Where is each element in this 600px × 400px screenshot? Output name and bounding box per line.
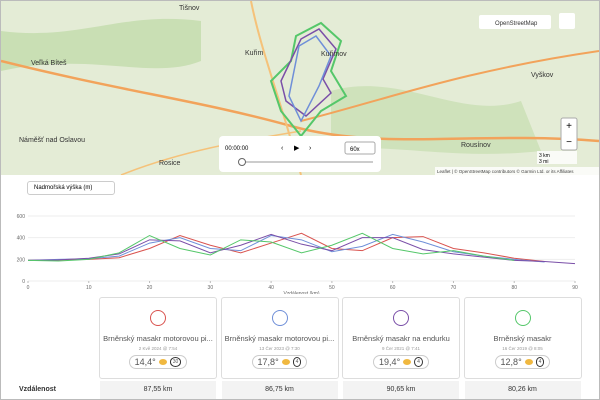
layer-label: OpenStreetMap xyxy=(495,21,538,27)
comparison-card: Brněnský masakr 16 Čer 2019 @ 8:05 12,8° 4 xyxy=(463,297,582,379)
card-title: Brněnský masakr na endurku xyxy=(352,334,450,343)
x-tick-label: 50 xyxy=(329,285,335,291)
map-label: Náměšť nad Oslavou xyxy=(19,137,85,144)
y-tick-label: 200 xyxy=(17,257,26,263)
comparison-card: Brněnský masakr motorovou pi... 13 Čer 20… xyxy=(220,297,339,379)
weather: 19,4° 4 xyxy=(373,355,429,369)
card-date: 2 Kvě 2024 @ 7:54 xyxy=(138,346,178,351)
fullscreen-button[interactable] xyxy=(559,13,575,29)
next-button[interactable]: › xyxy=(309,145,312,152)
card-title: Brněnský masakr motorovou pi... xyxy=(103,334,213,343)
card-distance: 90,65 km xyxy=(343,381,459,399)
map-label: Kuřim xyxy=(245,50,263,57)
row-label: Vzdálenost xyxy=(19,386,56,393)
road xyxy=(300,50,599,122)
y-tick-label: 400 xyxy=(17,236,26,242)
progress-handle[interactable] xyxy=(238,158,246,166)
weather: 12,8° 4 xyxy=(494,355,551,369)
route xyxy=(288,35,332,123)
card-distance: 86,75 km xyxy=(221,381,338,399)
card-title: Brněnský masakr motorovou pi... xyxy=(224,334,335,343)
forest xyxy=(1,18,201,71)
speed-select[interactable] xyxy=(344,141,376,155)
temperature: 14,4° xyxy=(134,357,156,367)
elevation-dropdown[interactable]: Nadmořská výška (m) xyxy=(27,181,115,195)
activity-icon xyxy=(393,310,409,326)
y-tick-label: 600 xyxy=(17,214,26,220)
activity-icon xyxy=(271,310,288,326)
x-tick-label: 70 xyxy=(451,285,457,291)
zoom-control[interactable] xyxy=(560,117,578,151)
card-date: 9 Čer 2021 @ 7:41 xyxy=(381,346,421,351)
x-tick-label: 90 xyxy=(572,285,578,291)
map-label: Kuřimov xyxy=(321,51,347,58)
map: Tišnov Kuřim Kuřimov Veľká Bíteš Náměšť … xyxy=(1,1,599,175)
route xyxy=(269,21,348,138)
weather-icon xyxy=(158,359,167,365)
map-label: Tišnov xyxy=(179,5,200,12)
prev-button[interactable]: ‹ xyxy=(281,145,284,152)
weather-icon xyxy=(403,359,412,365)
elevation-line xyxy=(27,233,545,263)
x-tick-label: 0 xyxy=(27,285,30,291)
x-tick-label: 20 xyxy=(147,285,153,291)
zoom-in[interactable]: + xyxy=(566,121,572,132)
road xyxy=(120,130,302,175)
card-distance: 87,55 km xyxy=(100,381,216,399)
weather-icon xyxy=(524,359,533,365)
weather: 17,8° 4 xyxy=(251,355,308,369)
wind: 4 xyxy=(414,357,423,367)
play-button[interactable]: ▶ xyxy=(294,145,300,152)
weather-icon xyxy=(281,359,290,365)
x-tick-label: 60 xyxy=(390,285,396,291)
comparison-card: Brněnský masakr na endurku 9 Čer 2021 @ 7… xyxy=(342,297,460,379)
card-title: Brněnský masakr xyxy=(493,334,552,343)
scale-km: 3 km xyxy=(539,153,550,159)
wind: 4 xyxy=(535,357,545,367)
route xyxy=(280,28,337,117)
zoom-out[interactable]: − xyxy=(566,137,572,148)
x-axis-label: Vzdálenost (km) xyxy=(283,291,319,294)
card-date: 16 Čer 2019 @ 8:05 xyxy=(502,346,543,351)
elevation-line xyxy=(27,232,515,262)
map-label: Rosice xyxy=(159,160,181,167)
map-label: Veľká Bíteš xyxy=(31,60,67,67)
comparison-card: Brněnský masakr motorovou pi... 2 Kvě 202… xyxy=(99,297,217,379)
x-tick-label: 30 xyxy=(208,285,214,291)
x-tick-label: 10 xyxy=(86,285,92,291)
attribution-bg xyxy=(435,167,599,175)
scale-mi: 3 mi xyxy=(539,159,548,165)
x-tick-label: 40 xyxy=(268,285,274,291)
map-label: Rousínov xyxy=(461,142,491,149)
card-distance: 80,26 km xyxy=(464,381,581,399)
wind: 30 xyxy=(169,357,182,367)
map-label: Vyškov xyxy=(531,72,554,79)
attribution: Leaflet | © OpenStreetMap contributors ©… xyxy=(437,168,574,174)
layer-switch[interactable] xyxy=(479,15,551,29)
activity-icon xyxy=(150,310,166,326)
temperature: 12,8° xyxy=(500,357,522,367)
temperature: 19,4° xyxy=(379,357,401,367)
card-date: 13 Čer 2023 @ 7:30 xyxy=(259,346,300,351)
temperature: 17,8° xyxy=(257,357,279,367)
road xyxy=(1,59,599,143)
player-speed: 60x xyxy=(350,147,360,153)
activity-icon xyxy=(514,310,531,326)
wind: 4 xyxy=(292,357,302,367)
elevation-chart: 0 200 400 600 0 10 20 30 40 50 60 70 80 90 Vzdálenost … xyxy=(17,214,578,294)
elevation-line xyxy=(27,233,576,265)
player-time: 00:00:00 xyxy=(225,146,249,152)
scale xyxy=(537,151,577,164)
elevation-line xyxy=(27,232,545,262)
y-tick-label: 0 xyxy=(22,279,25,285)
x-tick-label: 80 xyxy=(511,285,517,291)
weather: 14,4° 30 xyxy=(128,355,188,369)
